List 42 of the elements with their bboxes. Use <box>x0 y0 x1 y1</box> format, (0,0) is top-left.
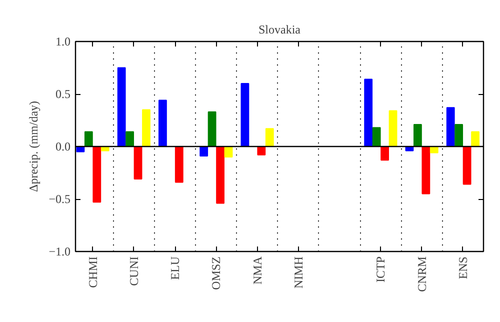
x-tick-label: CUNI <box>126 256 141 286</box>
bar <box>200 146 208 156</box>
bar <box>92 146 102 203</box>
y-tick-label: 1.0 <box>56 34 70 48</box>
bar <box>126 131 134 147</box>
y-tick-label: −0.5 <box>48 192 71 206</box>
bar <box>471 131 480 147</box>
x-tick-label: CNRM <box>414 256 429 292</box>
bar <box>84 131 93 147</box>
x-tick-label: ENS <box>456 256 470 280</box>
x-tick-label: ICTP <box>374 256 388 283</box>
x-tick-label: NIMH <box>291 256 306 288</box>
bar <box>430 146 438 154</box>
bar <box>174 146 184 183</box>
bar <box>208 111 216 147</box>
x-tick-label: ELU <box>168 256 182 280</box>
bar <box>413 124 422 147</box>
bar <box>388 110 398 147</box>
bar <box>257 146 266 156</box>
bar <box>265 128 274 147</box>
bar <box>158 100 167 147</box>
y-tick-label: 0.5 <box>56 87 70 101</box>
bar <box>134 146 142 180</box>
x-tick-label: NMA <box>250 256 264 284</box>
x-tick-label: OMSZ <box>209 256 224 290</box>
bar <box>76 146 85 152</box>
bar <box>117 67 126 147</box>
bar <box>216 146 224 204</box>
bar <box>372 127 381 147</box>
bar <box>364 78 373 147</box>
y-axis-title: Δprecip. (mm/day) <box>26 100 41 192</box>
y-tick-label: −1.0 <box>48 244 71 258</box>
bar <box>142 109 150 147</box>
bar <box>380 146 389 161</box>
x-tick-label: CHMI <box>86 256 100 288</box>
bar <box>422 146 430 194</box>
bar <box>240 83 250 147</box>
chart-title: Slovakia <box>258 22 302 36</box>
y-tick-label: 0.0 <box>56 140 70 154</box>
bar <box>446 107 455 147</box>
bar <box>462 146 472 185</box>
bar <box>454 124 464 147</box>
